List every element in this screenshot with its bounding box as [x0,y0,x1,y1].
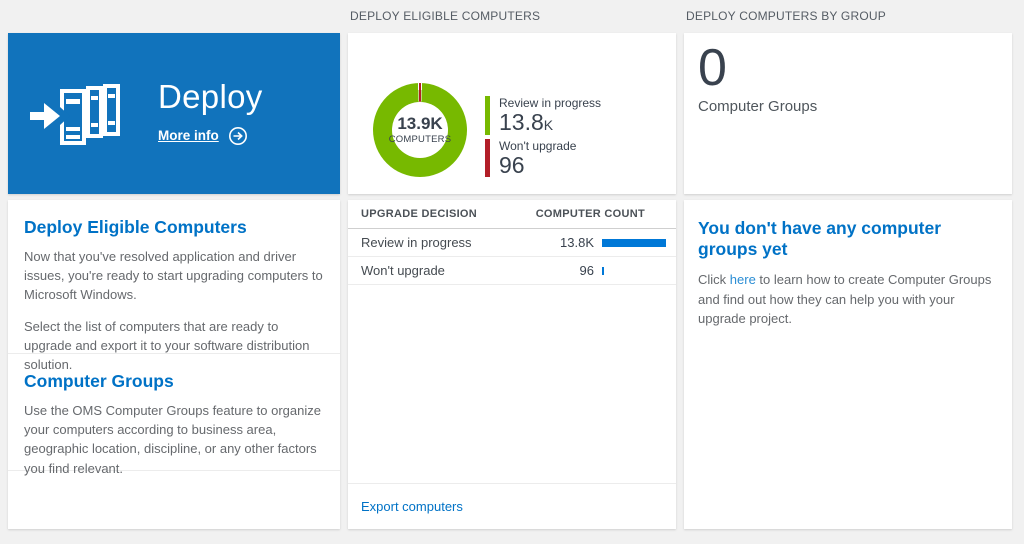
deploy-computers-by-group-header: DEPLOY COMPUTERS BY GROUP [686,9,886,23]
column-header-upgrade-decision: UPGRADE DECISION [361,208,478,220]
legend-item-wont-upgrade[interactable]: Won't upgrade 96 [485,138,601,178]
legend-swatch-green [485,96,490,135]
donut-chart[interactable]: 13.9K COMPUTERS [373,83,467,177]
deploy-hero-tile[interactable]: Deploy More info [8,33,340,194]
deploy-eligible-paragraph-2: Select the list of computers that are re… [24,318,310,373]
column-header-computer-count: COMPUTER COUNT [535,208,645,220]
table-row[interactable]: Review in progress 13.8K [348,229,676,257]
deploy-description-card: Deploy Eligible Computers Now that you'v… [8,200,340,529]
computer-groups-heading: Computer Groups [24,371,174,391]
column-deploy-eligible-computers: DEPLOY ELIGIBLE COMPUTERS 13.9K COMPUTER… [348,0,676,529]
computer-groups-section: Computer Groups Use the OMS Computer Gro… [8,354,340,476]
donut-center-label: COMPUTERS [388,134,452,146]
legend-label: Won't upgrade [499,138,577,153]
table-header-row: UPGRADE DECISION COMPUTER COUNT [348,200,676,229]
computer-groups-count: 0 [698,39,727,97]
computer-groups-count-label: Computer Groups [698,98,818,116]
eligible-computers-donut-tile[interactable]: 13.9K COMPUTERS Review in progress 13.8K… [348,33,676,194]
deploy-eligible-paragraph-1: Now that you've resolved application and… [24,249,323,303]
count-bar [602,266,604,275]
computer-groups-paragraph: Use the OMS Computer Groups feature to o… [24,403,321,476]
more-info-link[interactable]: More info [158,128,219,144]
column-deploy-overview: Deploy More info Deploy Eligible Compute… [8,0,340,529]
legend-value: 96 [499,151,525,178]
row-label: Won't upgrade [361,263,445,278]
computer-groups-count-tile[interactable]: 0 Computer Groups [684,33,1012,194]
donut-center-value: 13.9K [397,113,443,133]
deploy-eligible-computers-section: Deploy Eligible Computers Now that you'v… [8,200,340,372]
more-info-arrow-icon[interactable] [228,126,248,146]
deploy-eligible-computers-header: DEPLOY ELIGIBLE COMPUTERS [350,9,541,23]
no-computer-groups-text: Click here to learn how to create Comput… [698,272,992,326]
hero-text-block: Deploy More info [158,77,263,146]
left-column-header-spacer [8,0,340,33]
upgrade-decision-table-card: UPGRADE DECISION COMPUTER COUNT Review i… [348,200,676,529]
column-deploy-computers-by-group: DEPLOY COMPUTERS BY GROUP 0 Computer Gro… [684,0,1012,529]
computer-groups-empty-card: You don't have any computer groups yet C… [684,200,1012,529]
row-bar-zone [594,238,676,247]
table-row[interactable]: Won't upgrade 96 [348,257,676,285]
more-info-row: More info [158,126,263,146]
deploy-icon [30,83,122,150]
export-computers-link[interactable]: Export computers [361,499,463,514]
page-title: Deploy [158,78,263,115]
donut-legend: Review in progress 13.8K Won't upgrade 9… [485,96,601,181]
row-value: 13.8K [560,235,594,250]
section-divider [8,470,340,471]
count-bar [602,238,666,247]
row-bar-zone [594,266,676,275]
no-computer-groups-heading: You don't have any computer groups yet [698,218,942,259]
legend-item-review-in-progress[interactable]: Review in progress 13.8K [485,96,601,135]
legend-label: Review in progress [499,96,602,110]
row-label: Review in progress [361,235,472,250]
donut-center: 13.9K COMPUTERS [389,102,451,158]
row-value: 96 [579,263,594,278]
deploy-eligible-computers-heading: Deploy Eligible Computers [24,217,247,237]
legend-value: 13.8K [499,109,554,136]
legend-swatch-red [485,138,490,178]
section-divider [8,353,340,354]
export-row: Export computers [348,483,676,529]
computer-groups-count-block: 0 Computer Groups [684,33,1012,115]
learn-more-here-link[interactable]: here [729,272,756,287]
